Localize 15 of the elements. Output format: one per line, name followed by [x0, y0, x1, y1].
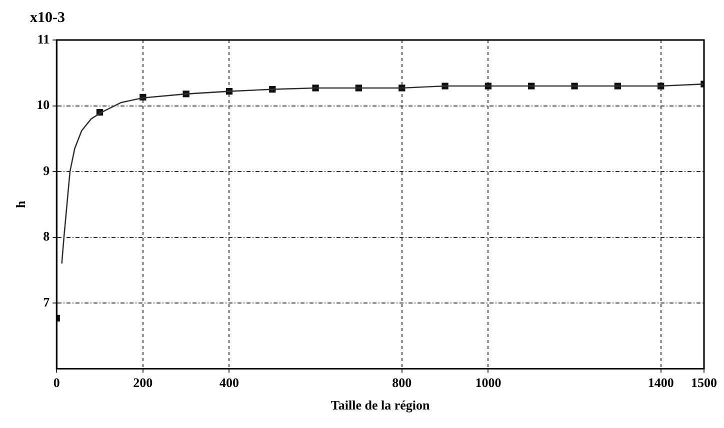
x-tick-label: 1400 [648, 374, 674, 390]
text: x10-3 [30, 10, 65, 27]
x-tick-label: 800 [392, 374, 412, 390]
y-axis-title: h [13, 200, 28, 208]
x-axis-title: Taille de la région [330, 398, 430, 413]
x-tick-label: 400 [219, 374, 239, 390]
y-tick-label: 7 [43, 294, 50, 310]
x-tick-label: 0 [53, 374, 60, 390]
y-tick-label: 11 [37, 31, 50, 46]
x-tick-label: 1500 [691, 374, 717, 390]
x-tick-label: 1000 [475, 374, 502, 390]
x-tick-label: 200 [133, 374, 153, 390]
y-tick-label: 9 [43, 162, 50, 178]
y-tick-label: 8 [43, 228, 50, 244]
y-tick-label: 10 [36, 97, 50, 112]
